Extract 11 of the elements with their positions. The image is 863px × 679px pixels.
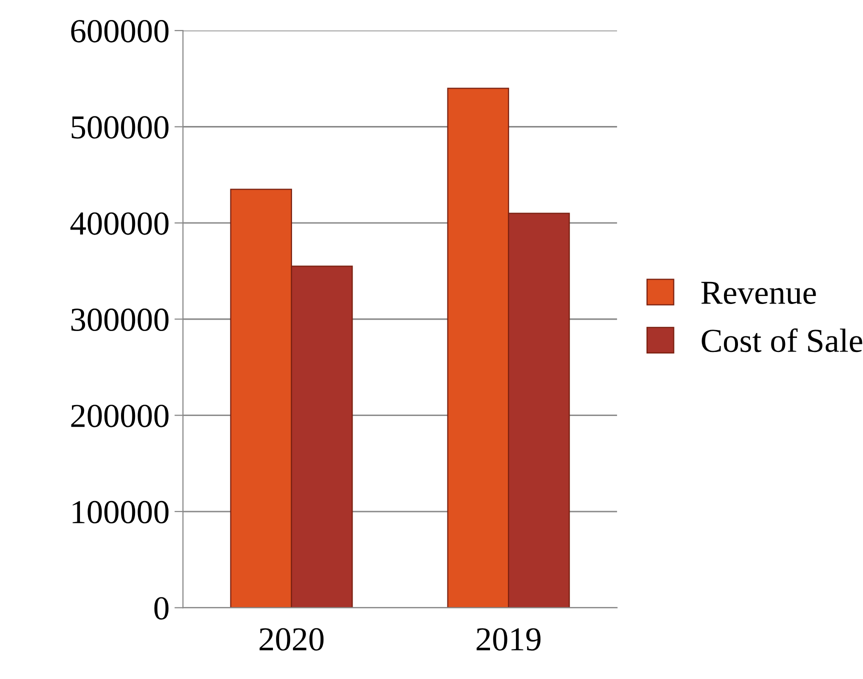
y-tick-label: 0 [154, 597, 168, 620]
y-tick-label: 300000 [71, 308, 168, 332]
x-tick-label: 2019 [476, 628, 540, 651]
y-tick-label: 100000 [72, 500, 168, 524]
y-tick-label: 200000 [71, 404, 168, 428]
y-tick-label: 500000 [72, 116, 168, 139]
legend-label: Cost of Sale [702, 328, 862, 352]
x-tick-label: 2020 [260, 628, 324, 651]
legend-label: Revenue [701, 282, 816, 304]
y-tick-label: 600000 [71, 20, 168, 42]
y-tick-label: 400000 [70, 212, 168, 235]
